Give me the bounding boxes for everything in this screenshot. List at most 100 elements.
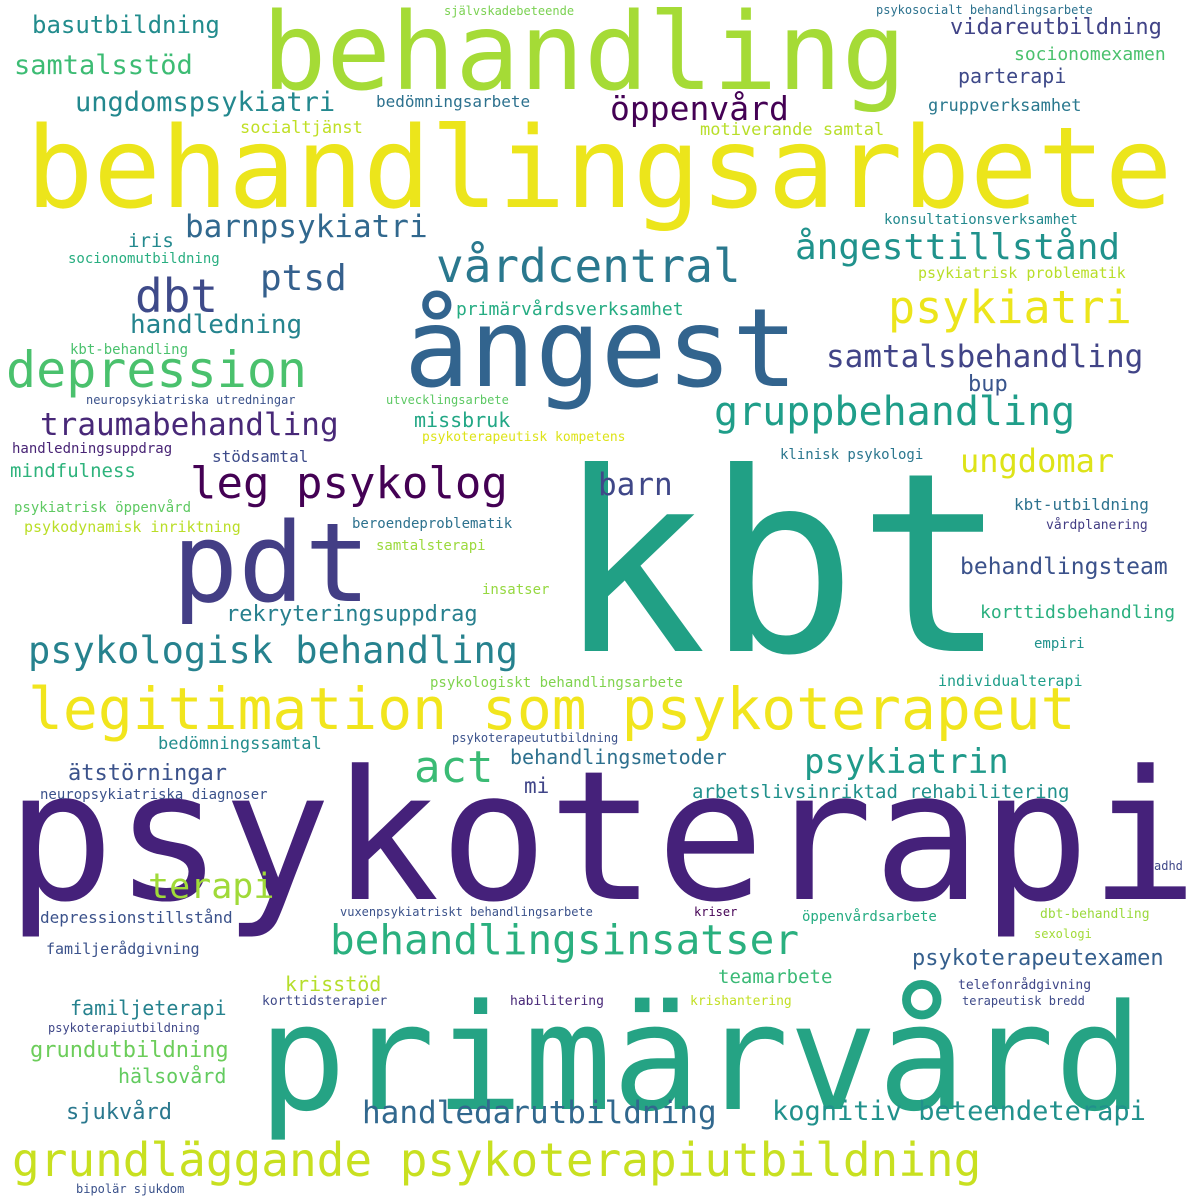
word: mi [524,774,550,798]
word: telefonrådgivning [958,978,1092,993]
word: basutbildning [32,11,220,39]
word: iris [128,230,174,252]
word: ungdomar [960,442,1115,480]
word: vårdplanering [1046,518,1148,533]
word: psykoterapeututbildning [452,731,619,745]
word: vidareutbildning [950,15,1162,40]
word: arbetslivsinriktad rehabilitering [692,781,1070,803]
word: handledningsuppdrag [12,441,173,457]
word: parterapi [958,64,1067,88]
word: ungdomspsykiatri [75,87,336,118]
word: familjerådgivning [46,940,200,958]
word: öppenvård [610,89,789,128]
word: psykiatri [888,281,1132,334]
word: bedömningssamtal [158,734,322,754]
word: socionomutbildning [68,251,220,267]
word: missbruk [414,408,511,432]
word: terapeutisk bredd [962,994,1085,1008]
word: grundläggande psykoterapiutbildning [12,1133,982,1187]
word: sexologi [1034,927,1092,941]
word: samtalsbehandling [826,339,1144,375]
word: behandlingsteam [960,554,1168,580]
word: psykoterapeutexamen [912,946,1164,971]
word: stödsamtal [212,447,309,466]
word: psykodynamisk inriktning [24,518,241,536]
word: pdt [172,499,371,627]
word: handledning [130,310,303,340]
word: krisstöd [285,972,382,996]
word: psykosocialt behandlingsarbete [876,3,1093,17]
word: barn [598,467,673,503]
word: psykoterapeutisk kompetens [422,430,626,445]
word: psykoterapiutbildning [48,1021,200,1035]
word: traumabehandling [40,407,339,443]
word: ptsd [260,258,347,299]
word: handledarutbildning [362,1095,717,1131]
word: depression [6,341,308,399]
word: socialtjänst [240,118,363,138]
word: primärvårdsverksamhet [456,299,684,320]
word: grundutbildning [30,1038,229,1063]
word: empiri [1034,636,1085,652]
word: självskadebeteende [444,4,575,18]
word: psykiatrin [804,742,1009,782]
word: kbt-utbildning [1014,495,1149,514]
word: korttidsbehandling [980,602,1176,623]
word: psykiatrisk öppenvård [14,500,192,516]
word: psykiatrisk problematik [918,264,1126,282]
word: gruppverksamhet [928,96,1082,116]
word: dbt-behandling [1040,907,1150,922]
word: psykoterapi [6,733,1199,942]
word: ätstörningar [68,761,227,786]
word: samtalsterapi [376,538,486,554]
word: motiverande samtal [700,120,885,140]
word: konsultationsverksamhet [884,212,1078,228]
word: kriser [694,905,738,919]
word: barnpsykiatri [185,209,428,245]
word: ångesttillstånd [795,227,1121,268]
word: utvecklingsarbete [386,393,509,407]
word: vårdcentral [436,239,741,293]
word: habilitering [510,994,604,1009]
word: individualterapi [938,672,1083,690]
word: psykologiskt behandlingsarbete [430,675,683,691]
word: depressionstillstånd [40,908,233,927]
word: behandlingsarbete [26,104,1173,234]
word: psykologisk behandling [28,629,519,672]
word: behandlingsinsatser [330,916,799,964]
word: dbt [135,269,219,323]
word: gruppbehandling [714,389,1076,435]
word: bup [968,372,1008,397]
word: vuxenpsykiatriskt behandlingsarbete [340,905,593,919]
word: neuropsykiatriska diagnoser [40,787,268,803]
word: klinisk psykologi [780,447,924,463]
word: bedömningsarbete [376,92,531,111]
word: primärvård [258,973,1144,1144]
word: kbt [556,419,1008,710]
word: familjeterapi [70,996,227,1020]
word: behandlingsmetoder [510,745,727,769]
word: kognitiv beteendeterapi [772,1096,1146,1127]
word: behandling [262,0,907,115]
word: korttidsterapier [262,994,388,1009]
word: beroendeproblematik [352,516,513,532]
word: bipolär sjukdom [76,1182,185,1196]
word: sjukvård [66,1100,172,1125]
word: act [414,742,494,793]
word: neuropsykiatriska utredningar [86,393,296,407]
word: öppenvårdsarbete [802,909,937,925]
word: leg psykolog [190,458,508,509]
word: samtalsstöd [14,50,193,81]
word: terapi [148,867,275,907]
word: mindfulness [10,460,136,482]
word: adhd [1154,859,1183,873]
word: rekryteringsuppdrag [226,602,478,627]
word: legitimation som psykoterapeut [28,675,1076,743]
word: hälsovård [118,1064,227,1088]
word: teamarbete [718,966,833,988]
word: krishantering [690,994,792,1009]
word: insatser [482,582,550,598]
word: socionomexamen [1014,44,1166,65]
word: ångest [404,285,798,412]
